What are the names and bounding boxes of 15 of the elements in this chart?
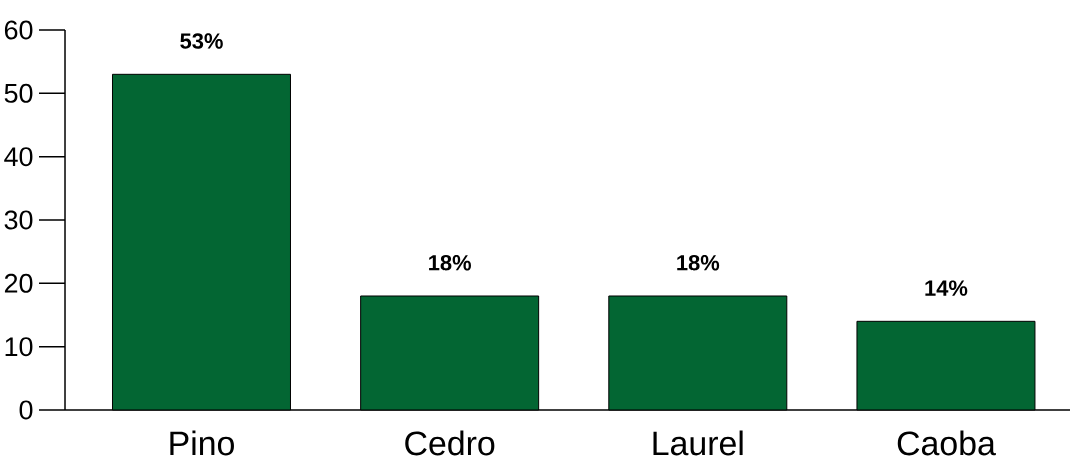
y-tick-label: 0 bbox=[19, 400, 33, 420]
y-tick-label: 60 bbox=[4, 20, 33, 40]
y-tick-label: 30 bbox=[4, 210, 33, 230]
x-tick-label: Cedro bbox=[405, 430, 495, 456]
y-tick-label: 40 bbox=[4, 147, 33, 167]
data-label: 18% bbox=[677, 254, 720, 271]
y-tick-label: 10 bbox=[5, 337, 33, 357]
y-tick-label: 50 bbox=[4, 83, 33, 103]
y-tick-label: 20 bbox=[4, 273, 33, 293]
data-label: 14% bbox=[925, 280, 968, 296]
x-tick-label: Laurel bbox=[653, 430, 743, 456]
x-tick-label: Pino bbox=[170, 430, 234, 456]
data-label: 53% bbox=[180, 33, 223, 49]
data-label: 18% bbox=[429, 254, 471, 271]
x-tick-label: Caoba bbox=[897, 430, 996, 456]
